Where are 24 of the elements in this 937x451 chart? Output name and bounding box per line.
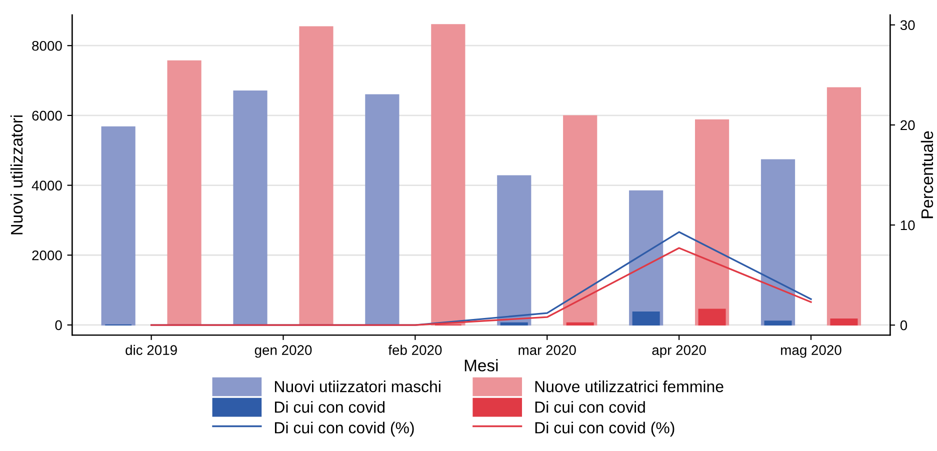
x-tick-label: feb 2020 — [388, 344, 442, 356]
y-tick-label: 8000 — [32, 40, 62, 51]
x-tick-label: mar 2020 — [518, 345, 576, 356]
y2-tick-label: 10 — [900, 220, 915, 230]
legend-label: Di cui con covid (%) — [274, 422, 414, 437]
legend-label: Nuovi utiizzatori maschi — [274, 380, 440, 392]
legend-label: Di cui con covid — [274, 401, 384, 413]
y2-tick-label: 30 — [900, 20, 915, 30]
y-tick-label: 0 — [55, 320, 62, 330]
y-tick-label: 4000 — [32, 180, 62, 190]
x-tick-label: gen 2020 — [254, 345, 312, 358]
x-axis-title: Mesi — [464, 359, 498, 372]
legend-label: Nuove utilizzatrici femmine — [535, 380, 724, 392]
x-tick-label: apr 2020 — [652, 345, 706, 358]
legend-label: Di cui con covid (%) — [535, 422, 674, 437]
legend-label: Di cui con covid — [535, 401, 645, 413]
y-axis-title: Nuovi utilizzatori — [10, 115, 23, 234]
y-tick-label: 6000 — [32, 110, 62, 121]
y2-axis-title: Percentuale — [920, 131, 934, 218]
y2-tick-label: 0 — [900, 320, 908, 330]
x-tick-label: mag 2020 — [781, 345, 842, 358]
y2-tick-label: 20 — [900, 120, 915, 130]
x-tick-label: dic 2019 — [126, 344, 177, 356]
y-tick-label: 2000 — [32, 250, 62, 260]
